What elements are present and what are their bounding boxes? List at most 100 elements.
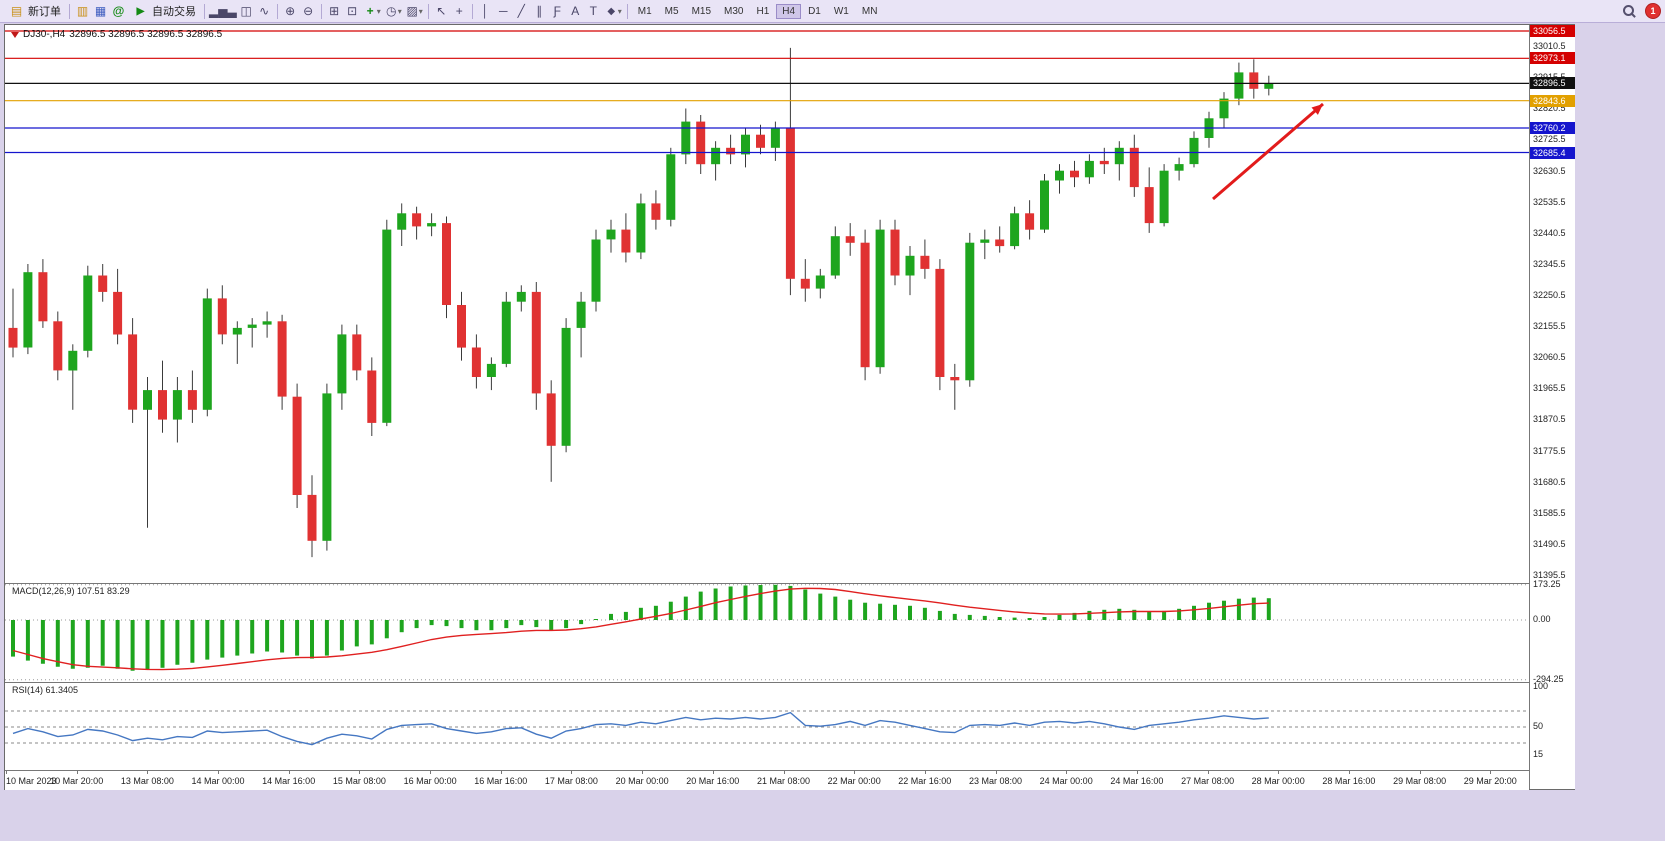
- price-tick: 31870.5: [1533, 414, 1566, 425]
- crosshair-icon[interactable]: +: [455, 4, 463, 18]
- time-axis[interactable]: 10 Mar 2023 10 Mar 20:00 13 Mar 08:00 14 Ma…: [5, 770, 1529, 790]
- line-chart-icon[interactable]: ∿: [259, 4, 270, 18]
- time-tick: [854, 771, 856, 774]
- time-label: 24 Mar 00:00: [1039, 776, 1093, 786]
- ohlc-readout: 32896.5 32896.5 32896.5 32896.5: [69, 29, 223, 40]
- periods-icon[interactable]: ◷: [385, 4, 397, 18]
- macd-panel[interactable]: [5, 583, 1529, 683]
- price-scale[interactable]: 33010.5 32915.5 32820.5 32725.5 32630.5 32535…: [1529, 25, 1575, 789]
- rsi-scale-tick: 50: [1533, 721, 1544, 731]
- symbol-dropdown-icon[interactable]: [11, 31, 19, 38]
- timeframe-m30[interactable]: M30: [724, 5, 744, 17]
- tile-windows-icon[interactable]: ⊞: [329, 4, 340, 18]
- time-label: 28 Mar 00:00: [1251, 776, 1305, 786]
- time-tick: [147, 771, 149, 774]
- toolbar-separator: [320, 3, 322, 19]
- main-toolbar: ▤ 新订单 ▥ ▦ @ ▶ 自动交易 ▂▅▃ ◫ ∿ ⊕ ⊖ ⊞ ⊡ + ▾ ◷…: [0, 0, 1665, 23]
- toolbar-separator: [69, 3, 70, 19]
- price-tag: 33056.5: [1530, 25, 1575, 37]
- timeframe-w1[interactable]: W1: [833, 5, 849, 17]
- label-tool-icon[interactable]: T: [589, 4, 597, 18]
- toolbar-separator: [276, 3, 278, 19]
- cursor-icon[interactable]: ↖: [436, 4, 447, 18]
- rsi-panel[interactable]: [5, 682, 1529, 771]
- time-label: 27 Mar 08:00: [1181, 776, 1235, 786]
- new-order-button[interactable]: ▤ 新订单: [4, 2, 65, 20]
- vertical-line-icon[interactable]: │: [481, 4, 489, 18]
- time-label: 10 Mar 2023: [6, 776, 57, 786]
- templates-dropdown-icon[interactable]: ▾: [418, 6, 423, 16]
- timeframe-m15[interactable]: M15: [691, 5, 712, 17]
- shapes-icon[interactable]: ◆: [607, 5, 616, 17]
- candlestick-chart-icon[interactable]: ◫: [240, 4, 252, 18]
- timeframe-mn[interactable]: MN: [861, 5, 878, 17]
- timeframe-m1[interactable]: M1: [637, 5, 652, 17]
- price-tick: 32630.5: [1533, 165, 1566, 176]
- price-tick: 32345.5: [1533, 258, 1566, 269]
- indicators-icon[interactable]: +: [366, 4, 374, 18]
- zoom-out-icon[interactable]: ⊖: [303, 4, 314, 18]
- toolbar-separator: [204, 3, 205, 19]
- shapes-dropdown-icon[interactable]: ▾: [617, 6, 622, 16]
- bar-chart-icon[interactable]: ▂▅▃: [209, 4, 237, 18]
- autotrade-button[interactable]: ▶ 自动交易: [128, 2, 200, 20]
- search-icon[interactable]: [1622, 4, 1636, 18]
- time-label: 10 Mar 20:00: [50, 776, 104, 786]
- price-tag: 32973.1: [1530, 52, 1575, 65]
- workspace: DJ30-,H4 32896.5 32896.5 32896.5 32896.5…: [0, 22, 1665, 841]
- text-tool-icon[interactable]: A: [571, 4, 580, 18]
- time-tick: [1419, 771, 1421, 774]
- price-tick: 32725.5: [1533, 134, 1566, 145]
- time-tick: [1136, 771, 1138, 774]
- price-chart[interactable]: [5, 25, 1529, 583]
- time-tick: [783, 771, 785, 774]
- time-label: 13 Mar 08:00: [120, 776, 174, 786]
- price-tick: 31395.5: [1533, 570, 1566, 580]
- timeframe-h4[interactable]: H4: [776, 3, 802, 19]
- time-label: 20 Mar 16:00: [686, 776, 740, 786]
- time-tick: [500, 771, 502, 774]
- time-label: 21 Mar 08:00: [756, 776, 811, 786]
- price-tick: 31965.5: [1533, 383, 1566, 394]
- time-label: 17 Mar 08:00: [544, 776, 598, 786]
- timeframe-d1[interactable]: D1: [808, 5, 821, 17]
- symbol-timeframe-label: DJ30-,H4: [23, 29, 66, 40]
- time-tick: [359, 771, 361, 774]
- indicators-dropdown-icon[interactable]: ▾: [376, 6, 381, 16]
- horizontal-line-icon[interactable]: ─: [498, 4, 508, 18]
- macd-scale-tick: -294.25: [1533, 673, 1564, 684]
- time-label: 22 Mar 00:00: [827, 776, 881, 786]
- new-order-label: 新订单: [28, 6, 61, 18]
- market-watch-icon[interactable]: @: [112, 4, 125, 18]
- profiles-icon[interactable]: ▥: [76, 4, 89, 18]
- time-label: 14 Mar 00:00: [191, 776, 245, 786]
- chart-title: DJ30-,H4 32896.5 32896.5 32896.5 32896.5: [11, 29, 222, 40]
- time-tick: [1066, 771, 1068, 774]
- price-tick: 32440.5: [1533, 227, 1566, 238]
- macd-label: MACD(12,26,9) 107.51 83.29: [12, 586, 130, 596]
- price-tag: 32843.6: [1530, 94, 1575, 107]
- time-tick: [76, 771, 78, 774]
- periods-dropdown-icon[interactable]: ▾: [397, 6, 402, 16]
- macd-scale-tick: 173.25: [1533, 578, 1561, 589]
- autotrade-play-icon: ▶: [136, 5, 145, 17]
- rsi-scale-tick: 100: [1533, 681, 1549, 691]
- fibonacci-icon[interactable]: Ƒ: [553, 4, 561, 18]
- channel-icon[interactable]: ∥: [536, 4, 543, 18]
- templates-icon[interactable]: ▨: [406, 4, 418, 18]
- charts-window-icon[interactable]: ▦: [94, 4, 107, 18]
- timeframe-m5[interactable]: M5: [664, 5, 679, 17]
- zoom-in-icon[interactable]: ⊕: [285, 4, 296, 18]
- toolbar-separator: [427, 3, 429, 19]
- time-tick: [712, 771, 714, 774]
- notification-badge[interactable]: 1: [1645, 3, 1661, 19]
- macd-scale-tick: 0.00: [1533, 614, 1551, 624]
- timeframe-h1[interactable]: H1: [756, 5, 770, 17]
- price-tag: 32685.4: [1530, 146, 1575, 159]
- trendline-icon[interactable]: ╱: [517, 4, 525, 18]
- time-tick: [1490, 771, 1492, 774]
- cascade-windows-icon[interactable]: ⊡: [347, 4, 358, 18]
- price-tick: 31490.5: [1533, 538, 1566, 549]
- price-tick: 32250.5: [1533, 290, 1566, 300]
